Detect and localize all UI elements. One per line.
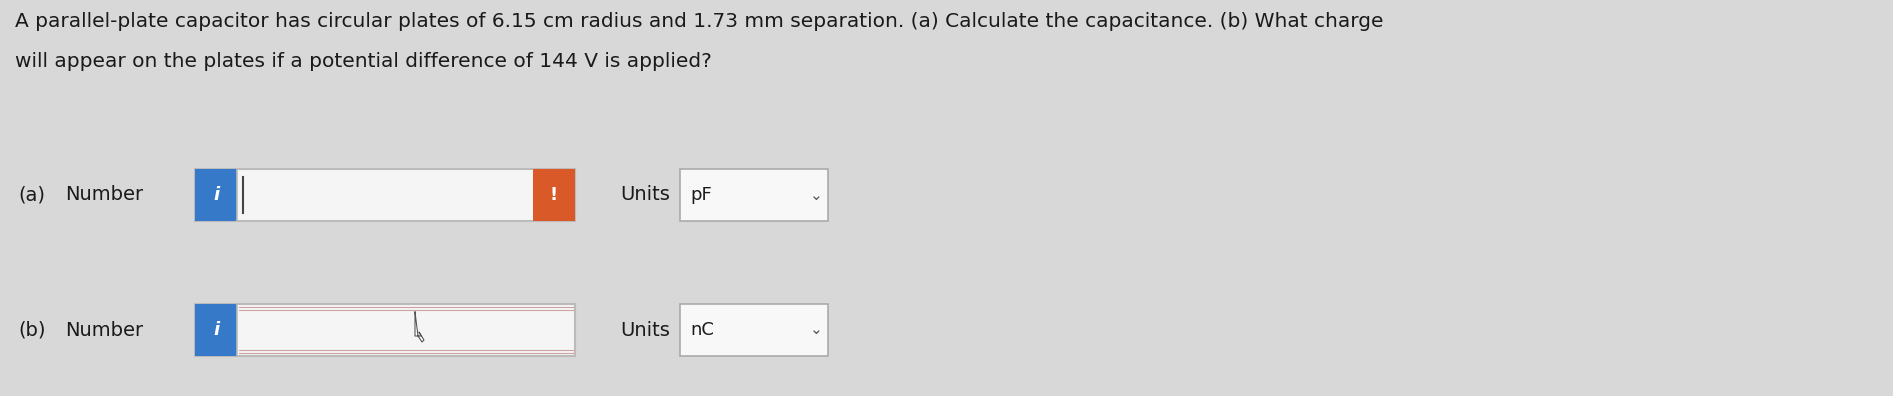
Bar [195,304,237,356]
Bar [534,169,575,221]
Polygon shape [415,312,424,342]
Bar [680,304,827,356]
Bar [195,169,237,221]
Bar [195,304,575,356]
Text: A parallel-plate capacitor has circular plates of 6.15 cm radius and 1.73 mm sep: A parallel-plate capacitor has circular … [15,12,1384,31]
Text: ⌄: ⌄ [810,322,822,337]
Text: i: i [212,321,220,339]
Text: nC: nC [691,321,714,339]
Text: i: i [212,186,220,204]
Text: Units: Units [621,320,670,339]
Text: (a): (a) [19,185,45,204]
Text: (b): (b) [19,320,45,339]
Text: !: ! [551,186,558,204]
Text: ⌄: ⌄ [810,187,822,202]
Text: Number: Number [64,320,144,339]
Bar [195,169,575,221]
Text: Number: Number [64,185,144,204]
Bar [680,169,827,221]
Text: pF: pF [691,186,712,204]
Text: Units: Units [621,185,670,204]
Text: will appear on the plates if a potential difference of 144 V is applied?: will appear on the plates if a potential… [15,52,712,71]
